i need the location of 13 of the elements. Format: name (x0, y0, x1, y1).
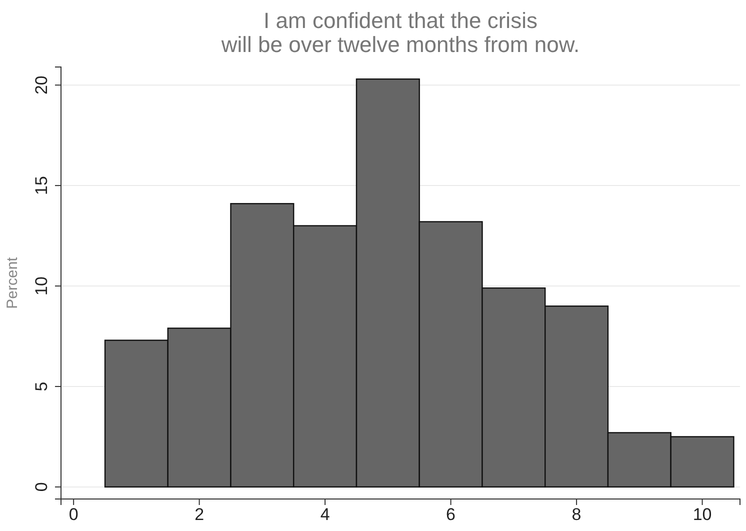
y-tick-label: 15 (32, 176, 51, 196)
x-tick-label: 0 (68, 505, 78, 524)
y-tick-label: 0 (32, 482, 51, 492)
y-tick-label: 20 (32, 76, 51, 95)
x-tick-label: 2 (194, 505, 204, 524)
y-tick-label: 5 (32, 382, 51, 392)
y-tick-label: 10 (32, 276, 51, 296)
x-tick-label: 4 (320, 505, 330, 524)
x-tick-label: 10 (692, 505, 712, 524)
y-axis-title: Percent (4, 256, 21, 309)
x-tick-label: 8 (572, 505, 582, 524)
x-tick-label: 6 (446, 505, 456, 524)
chart-title: I am confident that the crisis will be over twelve months from now. (220, 8, 580, 57)
